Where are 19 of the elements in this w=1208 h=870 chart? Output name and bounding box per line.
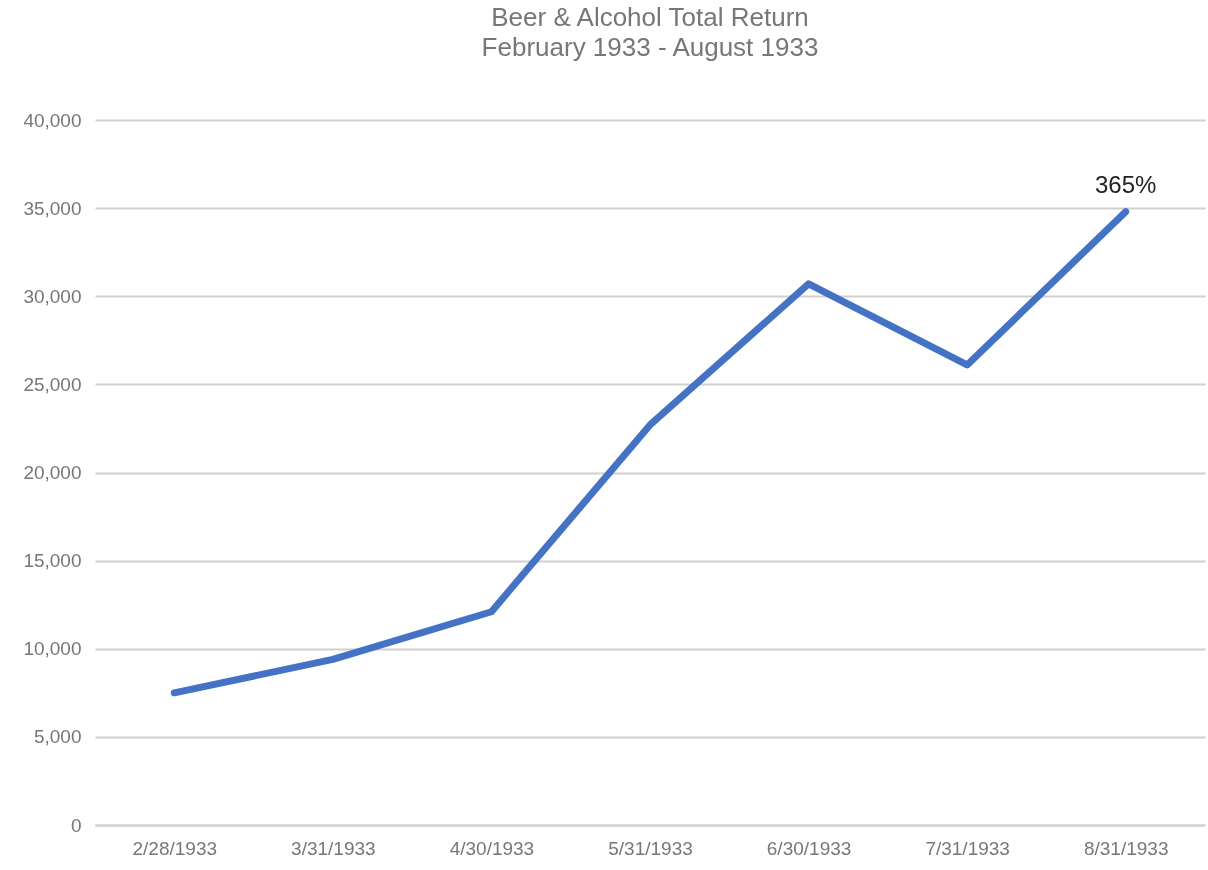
x-tick-label: 2/28/1933 — [132, 837, 218, 859]
y-tick-label: 5,000 — [33, 726, 82, 748]
chart-title: Beer & Alcohol Total Return — [491, 2, 809, 32]
annotation: 365% — [1095, 170, 1157, 198]
y-tick-label: 40,000 — [23, 109, 82, 131]
y-tick-label: 0 — [70, 814, 82, 836]
x-tick-label: 8/31/1933 — [1083, 837, 1169, 859]
y-tick-label: 20,000 — [23, 462, 82, 483]
y-tick-label: 25,000 — [23, 373, 82, 395]
y-tick-label: 10,000 — [23, 638, 82, 660]
y-tick-label: 30,000 — [23, 285, 82, 307]
y-tick-label: 35,000 — [23, 197, 82, 219]
y-tick-label: 15,000 — [23, 550, 82, 572]
x-tick-label: 6/30/1933 — [766, 837, 852, 859]
x-tick-label: 7/31/1933 — [925, 837, 1010, 859]
x-tick-label: 4/30/1933 — [449, 837, 535, 859]
x-tick-label: 3/31/1933 — [291, 837, 376, 859]
chart-subtitle: February 1933 - August 1933 — [481, 32, 819, 62]
x-tick-label: 5/31/1933 — [608, 837, 693, 859]
